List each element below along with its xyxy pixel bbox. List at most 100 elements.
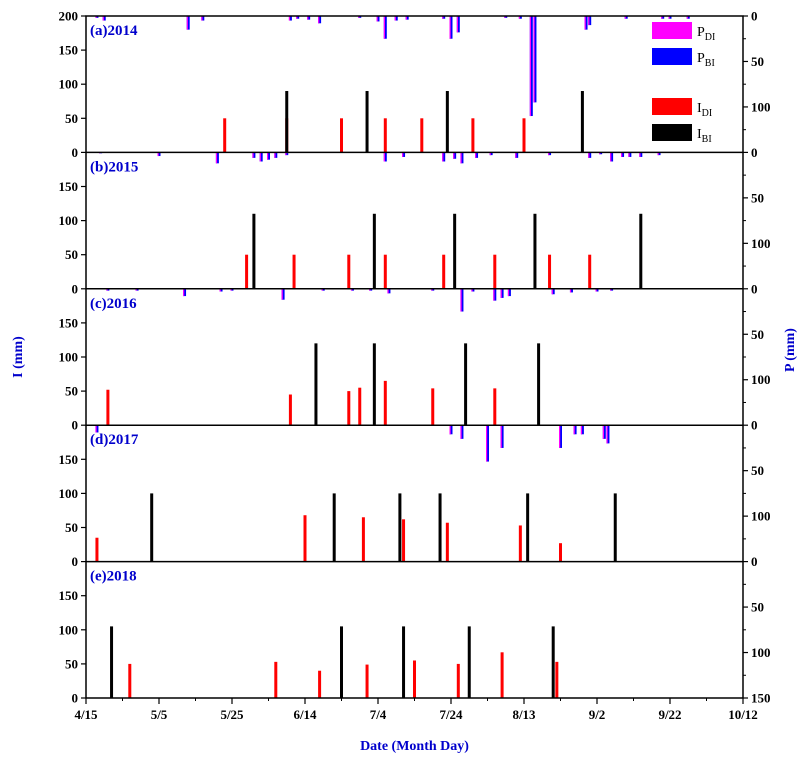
right-tick-label: 150 xyxy=(751,691,771,706)
legend-label-sub: DI xyxy=(705,32,716,43)
right-tick-label: 100 xyxy=(751,236,771,251)
left-tick-label: 150 xyxy=(59,452,79,467)
precip-bar-bi xyxy=(602,425,606,439)
x-tick-label: 9/2 xyxy=(589,707,606,722)
irrigation-bar-bi xyxy=(467,626,471,698)
left-tick-label: 0 xyxy=(72,554,79,569)
irrigation-bar-di xyxy=(559,543,562,562)
precip-bar-bi xyxy=(259,152,263,162)
precip-bar-di xyxy=(405,16,407,20)
irrigation-bar-di xyxy=(522,118,526,153)
x-tick-label: 7/4 xyxy=(370,707,387,722)
irrigation-bar-bi xyxy=(526,493,530,562)
precip-bar-bi xyxy=(588,16,592,26)
left-tick-label: 150 xyxy=(59,315,79,330)
precip-bar-bi xyxy=(588,152,592,158)
precip-bar-bi xyxy=(442,152,446,162)
precip-bar-di xyxy=(606,425,608,444)
precip-bar-bi xyxy=(639,152,643,157)
legend-swatch xyxy=(652,124,692,141)
precip-bar-di xyxy=(95,425,97,433)
precip-bar-bi xyxy=(383,16,387,39)
precip-bar-bi xyxy=(595,288,599,292)
precip-bar-di xyxy=(580,425,583,435)
legend-label-main: I xyxy=(697,127,702,142)
left-tick-label: 0 xyxy=(72,281,79,296)
irrigation-bar-di xyxy=(493,388,497,426)
irrigation-bar-di xyxy=(274,661,278,698)
precip-bar-bi xyxy=(402,152,406,157)
precip-bar-bi xyxy=(383,152,387,162)
precip-bar-di xyxy=(639,152,641,157)
precip-bar-di xyxy=(599,152,601,155)
precip-bar-bi xyxy=(668,16,672,19)
x-axis-title: Date (Month Day) xyxy=(360,739,469,754)
precip-bar-di xyxy=(559,425,561,448)
precip-bar-di xyxy=(135,288,137,291)
precip-bar-di xyxy=(584,16,586,30)
precip-bar-bi xyxy=(548,152,552,156)
precip-bar-di xyxy=(157,152,159,157)
precip-bar-bi xyxy=(621,152,625,157)
precip-bar-di xyxy=(281,288,283,300)
irrigation-bar-di xyxy=(548,254,552,289)
legend-swatch xyxy=(652,22,692,39)
precip-bar-di xyxy=(493,288,495,301)
precip-bar-bi xyxy=(350,288,354,291)
precip-bar-di xyxy=(489,152,491,156)
precip-bar-bi xyxy=(529,16,533,117)
precip-bar-di xyxy=(456,16,458,33)
legend-label-main: I xyxy=(697,101,702,116)
precip-bar-di xyxy=(383,16,385,39)
precip-bar-di xyxy=(387,288,389,294)
precip-bar-bi xyxy=(515,152,519,158)
irrigation-bar-di xyxy=(245,254,249,289)
x-tick-label: 6/14 xyxy=(293,707,317,722)
precip-bar-bi xyxy=(610,288,614,291)
precip-bar-bi xyxy=(281,288,285,300)
legend-swatch xyxy=(652,98,692,115)
precip-bar-bi xyxy=(456,16,460,33)
precip-bar-di xyxy=(230,288,232,291)
precip-bar-di xyxy=(551,288,553,295)
precip-bar-bi xyxy=(628,152,632,157)
precip-bar-di xyxy=(102,16,104,21)
precip-bar-bi xyxy=(489,152,493,156)
left-tick-label: 150 xyxy=(59,588,79,603)
precip-bar-di xyxy=(515,152,517,158)
irrigation-bar-di xyxy=(347,391,351,426)
irrigation-bar-di xyxy=(95,537,99,562)
precip-bar-bi xyxy=(584,16,588,30)
legend-label: IDI xyxy=(697,101,712,119)
left-tick-label: 50 xyxy=(65,520,78,535)
precip-bar-di xyxy=(449,16,451,39)
precip-bar-di xyxy=(383,152,385,162)
x-tick-label: 5/5 xyxy=(151,707,168,722)
right-tick-label: 0 xyxy=(751,281,758,296)
precip-bar-bi xyxy=(606,425,610,444)
x-tick-label: 9/22 xyxy=(658,707,681,722)
right-tick-label: 0 xyxy=(751,554,758,569)
precip-bar-bi xyxy=(135,288,139,291)
precip-bar-di xyxy=(668,16,670,19)
irrigation-bar-di xyxy=(383,118,387,153)
precip-bar-bi xyxy=(321,288,325,291)
precip-bar-bi xyxy=(551,288,555,295)
precip-bar-di xyxy=(183,288,185,297)
precip-bar-bi xyxy=(500,425,504,448)
irrigation-bar-bi xyxy=(613,493,617,562)
irrigation-bar-bi xyxy=(372,343,376,426)
precip-bar-di xyxy=(548,152,550,156)
precip-bar-bi xyxy=(252,152,256,158)
right-tick-label: 50 xyxy=(751,190,764,205)
precip-bar-bi xyxy=(376,16,380,22)
precip-bar-bi xyxy=(369,288,373,291)
precip-bar-di xyxy=(215,152,218,164)
precip-bar-bi xyxy=(106,288,110,291)
precip-bar-di xyxy=(369,288,371,291)
precip-bar-bi xyxy=(318,16,322,24)
precip-bar-bi xyxy=(449,425,453,435)
irrigation-bar-bi xyxy=(332,493,336,562)
left-tick-label: 0 xyxy=(72,418,79,433)
legend-label: PDI xyxy=(697,25,715,43)
